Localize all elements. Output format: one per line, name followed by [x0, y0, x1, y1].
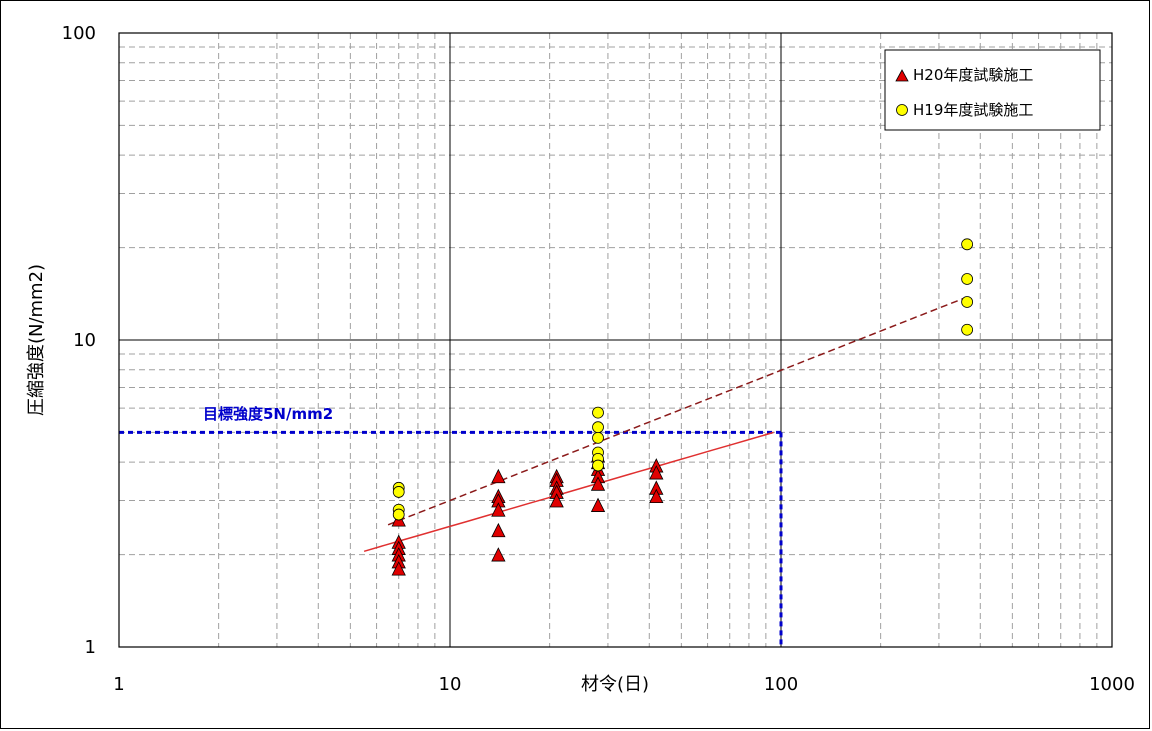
- target-strength-label: 目標強度5N/mm2: [203, 405, 333, 423]
- y-axis-label: 圧縮強度(N/mm2): [26, 264, 47, 416]
- x-axis-label: 材令(日): [581, 674, 649, 695]
- x-tick-label: 10: [439, 674, 462, 695]
- y-tick-label: 1: [85, 637, 96, 658]
- legend-circle-icon: [897, 105, 908, 116]
- data-point-h19: [962, 296, 973, 307]
- x-tick-label: 1000: [1089, 674, 1135, 695]
- y-tick-label: 100: [62, 23, 96, 44]
- data-point-h19: [962, 324, 973, 335]
- y-tick-label: 10: [73, 330, 96, 351]
- data-point-h19: [393, 486, 404, 497]
- data-point-h19: [593, 460, 604, 471]
- data-point-h19: [593, 407, 604, 418]
- x-tick-label: 100: [764, 674, 798, 695]
- x-tick-label: 1: [113, 674, 124, 695]
- data-point-h19: [962, 239, 973, 250]
- data-point-h19: [393, 509, 404, 520]
- legend-label-h20: H20年度試験施工: [913, 66, 1033, 84]
- legend-label-h19: H19年度試験施工: [913, 101, 1033, 119]
- data-point-h19: [593, 432, 604, 443]
- data-point-h19: [962, 274, 973, 285]
- legend: H20年度試験施工 H19年度試験施工: [885, 50, 1100, 130]
- data-point-h19: [593, 422, 604, 433]
